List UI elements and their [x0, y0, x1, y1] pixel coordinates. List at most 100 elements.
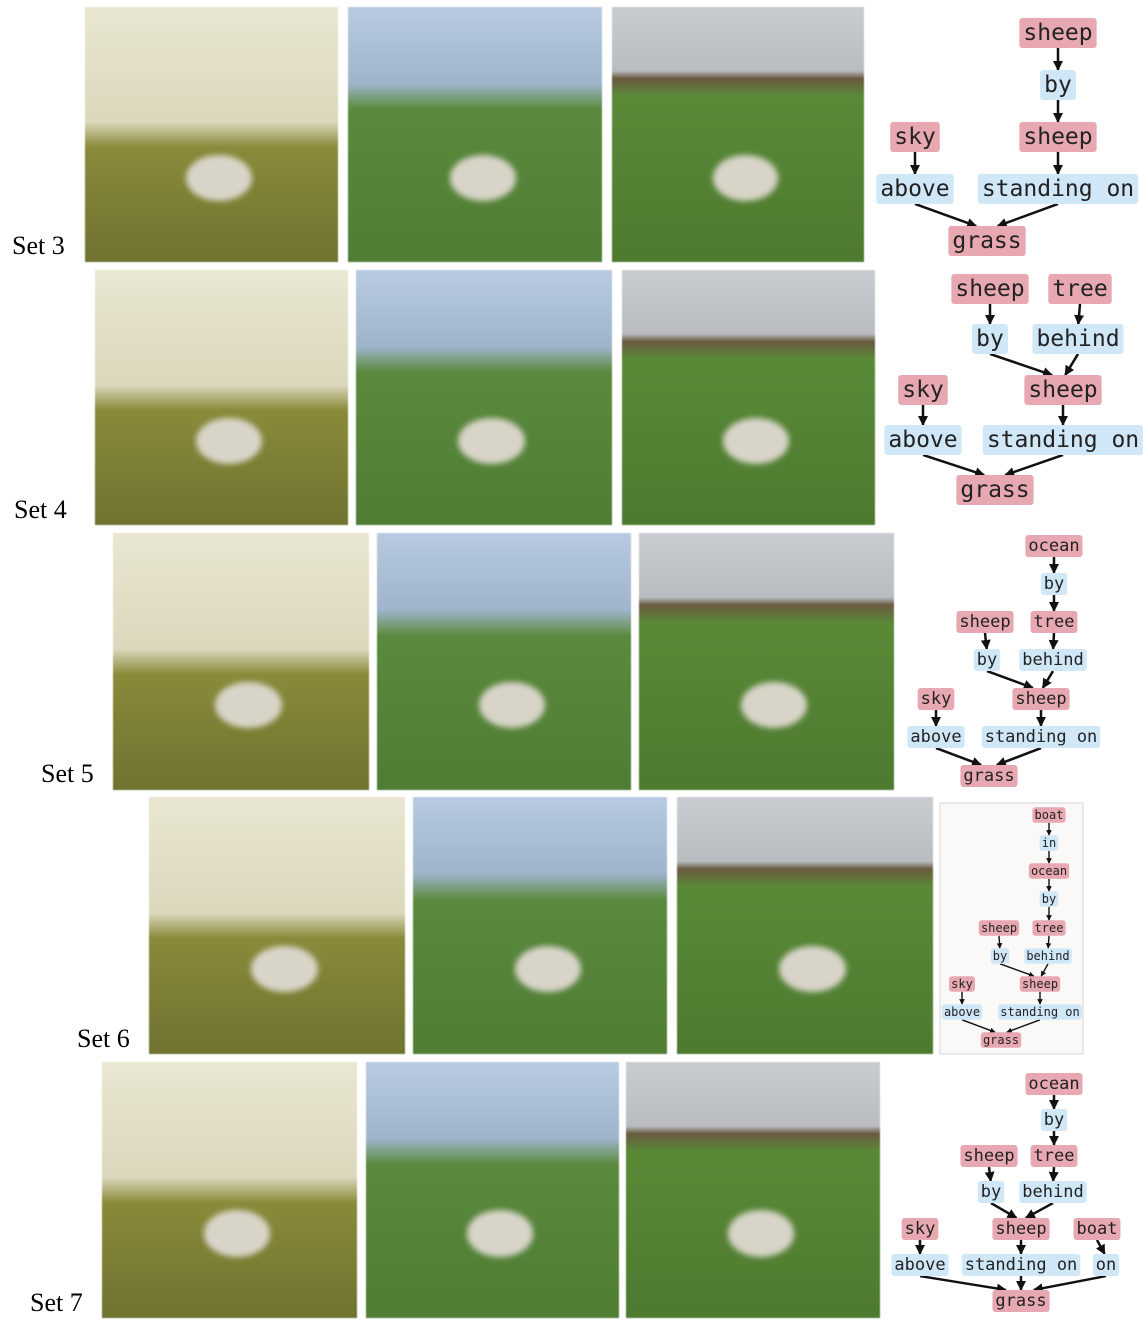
- node-label: ocean: [1028, 1074, 1079, 1094]
- figure: sheepbyskysheepabovestanding ongrassshee…: [0, 0, 1143, 1321]
- graph-edge: [923, 455, 984, 475]
- node-label: tree: [1035, 921, 1064, 935]
- node-label: grass: [995, 1291, 1046, 1311]
- node-label: sheep: [955, 276, 1024, 302]
- node-label: sky: [905, 1219, 936, 1239]
- generated-image: [612, 7, 864, 262]
- sheep-blob: [723, 418, 789, 464]
- graph-edge: [998, 204, 1058, 226]
- sheep-blob: [186, 155, 252, 201]
- node-label: standing on: [982, 176, 1134, 202]
- set-label: Set 4: [14, 495, 67, 525]
- node-label: tree: [1034, 612, 1075, 632]
- node-label: behind: [1026, 949, 1069, 963]
- sheep-blob: [204, 1210, 270, 1256]
- node-label: on: [1096, 1255, 1116, 1275]
- node-label: standing on: [965, 1255, 1078, 1275]
- generated-image: [626, 1062, 880, 1318]
- generated-image: [622, 270, 875, 525]
- graph-edge: [1026, 1203, 1053, 1218]
- sheep-blob: [515, 946, 581, 992]
- node-label: behind: [1022, 1182, 1083, 1202]
- node-label: standing on: [985, 727, 1098, 747]
- node-label: behind: [1036, 326, 1119, 352]
- generated-image: [356, 270, 612, 525]
- sheep-blob: [713, 155, 779, 201]
- node-label: standing on: [1000, 1005, 1079, 1019]
- node-label: sheep: [1023, 124, 1092, 150]
- sheep-blob: [467, 1210, 533, 1256]
- scene-graph: ocean by sheep tree by behind sky sheep boat abov…: [891, 1073, 1120, 1312]
- node-label: ocean: [1028, 536, 1079, 556]
- graph-edge: [1034, 1276, 1106, 1290]
- node-label: boat: [1077, 1219, 1118, 1239]
- generated-image: [102, 1062, 357, 1318]
- graph-edge: [985, 633, 987, 649]
- node-label: above: [888, 427, 957, 453]
- node-label: above: [880, 176, 949, 202]
- sheep-blob: [251, 946, 318, 992]
- node-label: above: [894, 1255, 945, 1275]
- graph-edge: [1048, 936, 1049, 948]
- sheep-blob: [450, 155, 516, 201]
- graph-edge: [989, 1167, 991, 1181]
- graph-edge: [990, 354, 1052, 375]
- node-label: sky: [902, 377, 944, 403]
- node-label: behind: [1022, 650, 1083, 670]
- set-label: Set 6: [77, 1024, 130, 1054]
- node-label: in: [1042, 836, 1056, 850]
- scene-graph: oceanbysheeptreebybehindskysheepabovesta…: [907, 535, 1100, 787]
- generated-image: [113, 533, 369, 790]
- node-label: by: [1042, 892, 1056, 906]
- node-label: by: [981, 1182, 1001, 1202]
- node-label: sky: [894, 124, 936, 150]
- node-label: sheep: [981, 921, 1017, 935]
- node-label: ocean: [1031, 864, 1067, 878]
- generated-image: [677, 797, 933, 1054]
- node-label: sheep: [1023, 20, 1092, 46]
- generated-image: [149, 797, 405, 1054]
- node-label: boat: [1035, 808, 1064, 822]
- sheep-blob: [741, 682, 807, 728]
- graph-edge: [1053, 1167, 1054, 1181]
- graph-edge: [936, 748, 981, 765]
- sheep-blob: [779, 946, 846, 992]
- node-label: grass: [963, 766, 1014, 786]
- graph-edge: [999, 936, 1000, 948]
- graph-edge: [997, 748, 1041, 765]
- graph-edge: [1053, 633, 1054, 649]
- node-label: sheep: [959, 612, 1010, 632]
- node-label: grass: [952, 228, 1021, 254]
- graph-edge: [1097, 1240, 1105, 1254]
- node-label: above: [910, 727, 961, 747]
- node-label: sheep: [1015, 689, 1066, 709]
- node-label: tree: [1034, 1146, 1075, 1166]
- generated-image: [377, 533, 631, 790]
- node-label: sheep: [995, 1219, 1046, 1239]
- generated-image: [413, 797, 667, 1054]
- scene-graph: sheeptreebybehindskysheepabovestanding o…: [884, 274, 1143, 505]
- graph-edge: [920, 1276, 1006, 1290]
- node-label: sky: [951, 977, 973, 991]
- graph-edge: [1043, 671, 1053, 688]
- generated-image: [366, 1062, 619, 1318]
- node-label: by: [1044, 1110, 1064, 1130]
- graph-edge: [1065, 354, 1078, 375]
- node-label: sheep: [1022, 977, 1058, 991]
- graph-edge: [915, 204, 976, 226]
- sheep-blob: [458, 418, 525, 464]
- generated-image: [95, 270, 348, 525]
- graph-edge: [987, 671, 1033, 688]
- set-label: Set 5: [41, 759, 94, 789]
- node-label: by: [977, 650, 997, 670]
- node-label: by: [976, 326, 1004, 352]
- set-label: Set 3: [12, 231, 65, 261]
- node-label: sheep: [963, 1146, 1014, 1166]
- set-label: Set 7: [30, 1288, 83, 1318]
- node-label: above: [944, 1005, 980, 1019]
- sheep-blob: [196, 418, 262, 464]
- sheep-blob: [215, 682, 282, 728]
- node-label: sheep: [1028, 377, 1097, 403]
- node-label: sky: [921, 689, 952, 709]
